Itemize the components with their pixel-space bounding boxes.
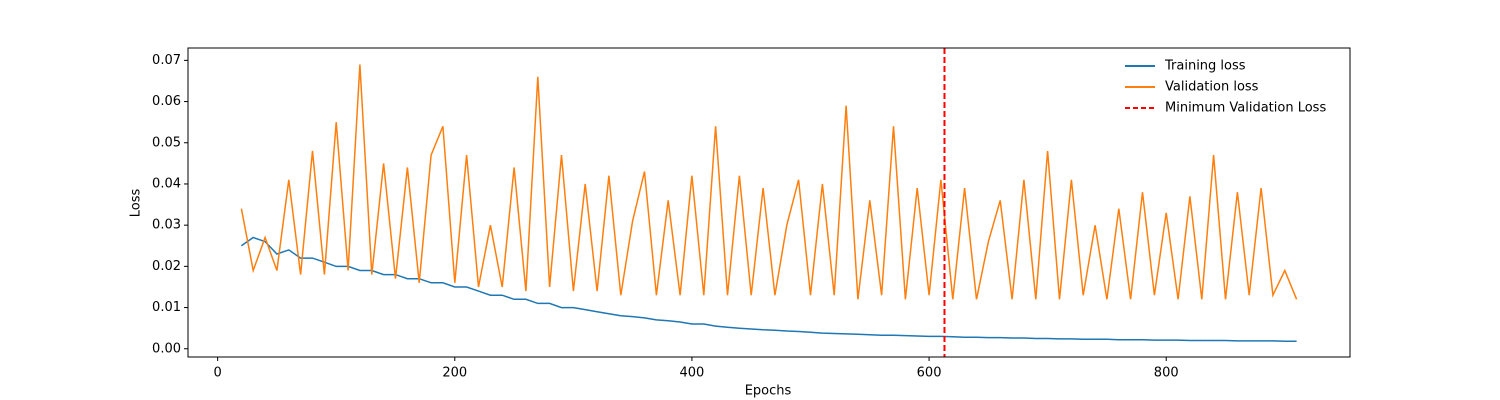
y-tick-label: 0.02 — [152, 259, 181, 274]
x-tick-label: 800 — [1154, 366, 1179, 381]
y-tick-label: 0.05 — [152, 135, 181, 150]
x-axis-label: Epochs — [745, 384, 792, 399]
x-tick-label: 600 — [917, 366, 942, 381]
y-tick-label: 0.03 — [152, 218, 181, 233]
legend-label: Validation loss — [1165, 80, 1259, 95]
plot-frame — [187, 47, 1351, 358]
x-tick-label: 200 — [442, 366, 467, 381]
y-tick-label: 0.06 — [152, 94, 181, 109]
y-axis-label: Loss — [129, 189, 144, 218]
x-tick-label: 400 — [680, 366, 705, 381]
y-tick-label: 0.04 — [152, 176, 181, 191]
y-tick-label: 0.00 — [152, 341, 181, 356]
legend-label: Minimum Validation Loss — [1165, 101, 1326, 116]
series-line — [240, 64, 1298, 300]
legend-label: Training loss — [1164, 59, 1246, 74]
series-line — [240, 236, 1297, 343]
y-tick-label: 0.01 — [152, 300, 181, 315]
y-tick-label: 0.07 — [152, 53, 181, 68]
x-tick-label: 0 — [214, 366, 222, 381]
